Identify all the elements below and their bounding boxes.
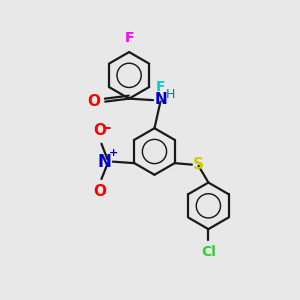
Text: F: F bbox=[156, 80, 166, 94]
Text: F: F bbox=[124, 32, 134, 46]
Text: -: - bbox=[103, 120, 110, 135]
Text: N: N bbox=[98, 153, 112, 171]
Text: N: N bbox=[154, 92, 167, 107]
Text: +: + bbox=[109, 148, 118, 158]
Text: O: O bbox=[94, 123, 106, 138]
Text: O: O bbox=[94, 184, 106, 199]
Text: S: S bbox=[193, 157, 204, 172]
Text: H: H bbox=[166, 88, 175, 101]
Text: Cl: Cl bbox=[201, 245, 216, 259]
Text: O: O bbox=[87, 94, 100, 109]
